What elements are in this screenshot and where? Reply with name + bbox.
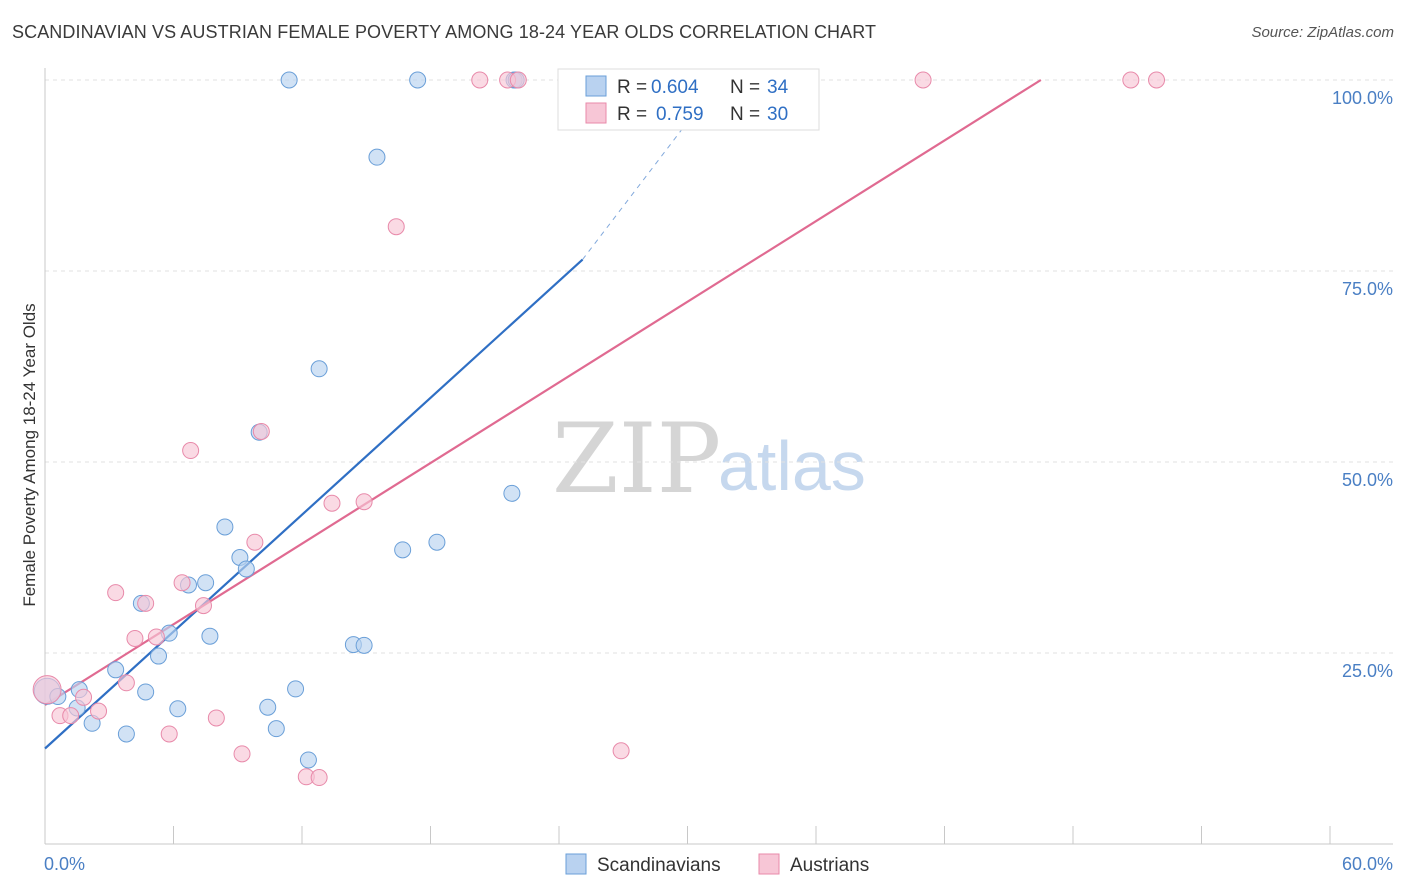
- y-tick-label-3: 100.0%: [1332, 88, 1393, 108]
- scandinavian-point: [355, 636, 373, 654]
- legend-r-label-1: R =: [617, 77, 647, 98]
- scandinavian-point: [237, 560, 255, 578]
- legend-swatch-austrians: [585, 102, 607, 124]
- scandinavian-point: [503, 484, 521, 502]
- data-points: [32, 71, 1166, 787]
- bottom-legend-label-austrians: Austrians: [790, 855, 869, 876]
- austrian-point: [323, 494, 341, 512]
- legend-n-value-1: 34: [767, 77, 789, 98]
- legend-n-value-2: 30: [767, 104, 788, 125]
- x-tick-label-max: 60.0%: [1342, 854, 1393, 874]
- austrian-point: [233, 745, 251, 763]
- legend-n-label-2: N =: [730, 104, 760, 125]
- legend-n-label-1: N =: [730, 77, 760, 98]
- bottom-legend-swatch-scandinavians: [565, 853, 587, 875]
- scandinavian-point: [137, 683, 155, 701]
- austrian-point: [252, 422, 270, 440]
- austrian-point: [310, 769, 328, 787]
- austrian-point: [137, 594, 155, 612]
- scandinavian-point: [117, 725, 135, 743]
- scandinavian-point: [201, 627, 219, 645]
- austrian-point: [194, 597, 212, 615]
- chart-title: SCANDINAVIAN VS AUSTRIAN FEMALE POVERTY …: [12, 22, 877, 42]
- y-tick-labels: 25.0% 50.0% 75.0% 100.0%: [1332, 88, 1393, 681]
- legend-r-value-1: 0.604: [651, 77, 699, 98]
- scandinavian-point: [409, 71, 427, 89]
- austrian-point: [182, 442, 200, 460]
- austrian-point: [207, 709, 225, 727]
- scandinavian-point: [280, 71, 298, 89]
- grid: [45, 79, 1393, 654]
- austrian-point: [509, 71, 527, 89]
- watermark-atlas: atlas: [718, 427, 866, 505]
- scandinavian-point: [368, 148, 386, 166]
- bottom-legend-swatch-austrians: [758, 853, 780, 875]
- scandinavian-point: [428, 533, 446, 551]
- watermark: ZIP atlas: [552, 403, 866, 515]
- austrian-point: [75, 688, 93, 706]
- austrian-point: [471, 71, 489, 89]
- austrian-point: [160, 725, 178, 743]
- austrian-point: [246, 533, 264, 551]
- scandinavian-point: [259, 698, 277, 716]
- scandinavian-trend-line: [44, 258, 584, 750]
- scandinavian-point: [299, 751, 317, 769]
- austrian-point: [90, 702, 108, 720]
- austrian-point: [107, 584, 125, 602]
- trend-lines: [44, 79, 1042, 750]
- austrian-point: [355, 493, 373, 511]
- legend-r-label-2: R =: [617, 104, 647, 125]
- austrian-point: [126, 629, 144, 647]
- scandinavian-point: [310, 360, 328, 378]
- scandinavian-point: [394, 541, 412, 559]
- y-tick-label-2: 75.0%: [1342, 279, 1393, 299]
- scandinavian-point: [107, 661, 125, 679]
- austrian-point: [147, 628, 165, 646]
- scandinavian-point: [216, 518, 234, 536]
- bottom-legend-label-scandinavians: Scandinavians: [597, 855, 721, 876]
- scandinavian-point: [287, 680, 305, 698]
- y-tick-label-0: 25.0%: [1342, 661, 1393, 681]
- y-tick-label-1: 50.0%: [1342, 470, 1393, 490]
- watermark-zip: ZIP: [552, 403, 721, 515]
- scandinavian-point: [197, 574, 215, 592]
- bottom-legend: Scandinavians Austrians: [565, 853, 869, 876]
- legend-r-value-2: 0.759: [656, 104, 704, 125]
- scandinavian-point: [169, 700, 187, 718]
- ticks: [173, 826, 1331, 844]
- austrian-point: [173, 574, 191, 592]
- austrian-trend-line: [44, 79, 1042, 706]
- y-axis-title: Female Poverty Among 18-24 Year Olds: [20, 303, 39, 606]
- axes: [44, 68, 1393, 845]
- scandinavian-point: [267, 720, 285, 738]
- legend-box: R = 0.604 N = 34 R = 0.759 N = 30: [557, 68, 820, 131]
- austrian-point: [612, 742, 630, 760]
- scandinavian-point: [150, 647, 168, 665]
- austrian-point: [62, 707, 80, 725]
- legend-swatch-scandinavians: [585, 75, 607, 97]
- austrian-point: [32, 675, 62, 705]
- austrian-point: [914, 71, 932, 89]
- x-tick-label-min: 0.0%: [44, 854, 85, 874]
- austrian-point: [1148, 71, 1166, 89]
- scandinavian-trend-extension: [582, 79, 721, 260]
- austrian-point: [117, 674, 135, 692]
- austrian-point: [387, 218, 405, 236]
- source-label: Source: ZipAtlas.com: [1251, 24, 1394, 41]
- austrian-point: [1122, 71, 1140, 89]
